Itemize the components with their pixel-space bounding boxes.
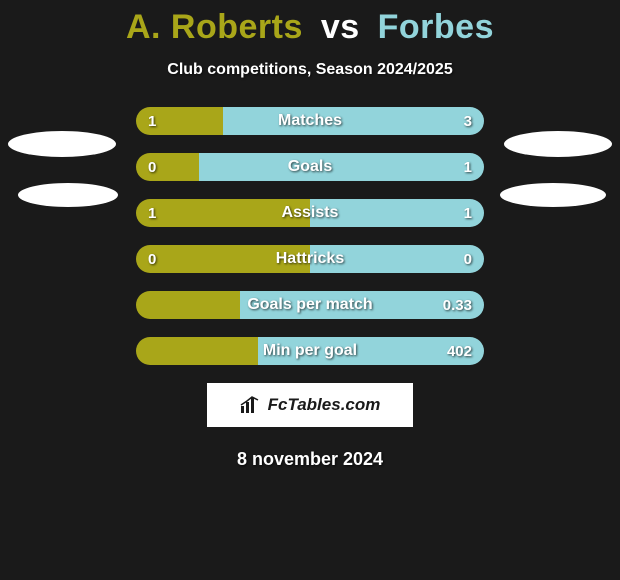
brand-badge: FcTables.com xyxy=(207,383,413,427)
avatar-placeholder-left-2 xyxy=(18,183,118,207)
title-player2: Forbes xyxy=(378,8,494,46)
stat-row: 402Min per goal xyxy=(136,337,484,365)
stat-label: Goals xyxy=(136,153,484,181)
stat-label: Matches xyxy=(136,107,484,135)
stat-row: 13Matches xyxy=(136,107,484,135)
stat-label: Min per goal xyxy=(136,337,484,365)
avatar-placeholder-right-2 xyxy=(500,183,606,207)
stat-row: 01Goals xyxy=(136,153,484,181)
stat-row: 00Hattricks xyxy=(136,245,484,273)
subheading: Club competitions, Season 2024/2025 xyxy=(0,61,620,79)
title-vs: vs xyxy=(321,8,360,46)
page-title: A. Roberts vs Forbes xyxy=(0,0,620,47)
stat-label: Hattricks xyxy=(136,245,484,273)
comparison-bars: 13Matches 01Goals 11Assists 00Hattricks 0.33… xyxy=(136,107,484,365)
stat-label: Goals per match xyxy=(136,291,484,319)
stat-row: 0.33Goals per match xyxy=(136,291,484,319)
avatar-placeholder-left-1 xyxy=(8,131,116,157)
content-region: 13Matches 01Goals 11Assists 00Hattricks 0.33… xyxy=(0,79,620,470)
stat-row: 11Assists xyxy=(136,199,484,227)
title-player1: A. Roberts xyxy=(126,8,303,46)
date-text: 8 november 2024 xyxy=(0,449,620,470)
bar-chart-icon xyxy=(240,396,262,414)
brand-text: FcTables.com xyxy=(268,395,381,415)
avatar-placeholder-right-1 xyxy=(504,131,612,157)
stat-label: Assists xyxy=(136,199,484,227)
